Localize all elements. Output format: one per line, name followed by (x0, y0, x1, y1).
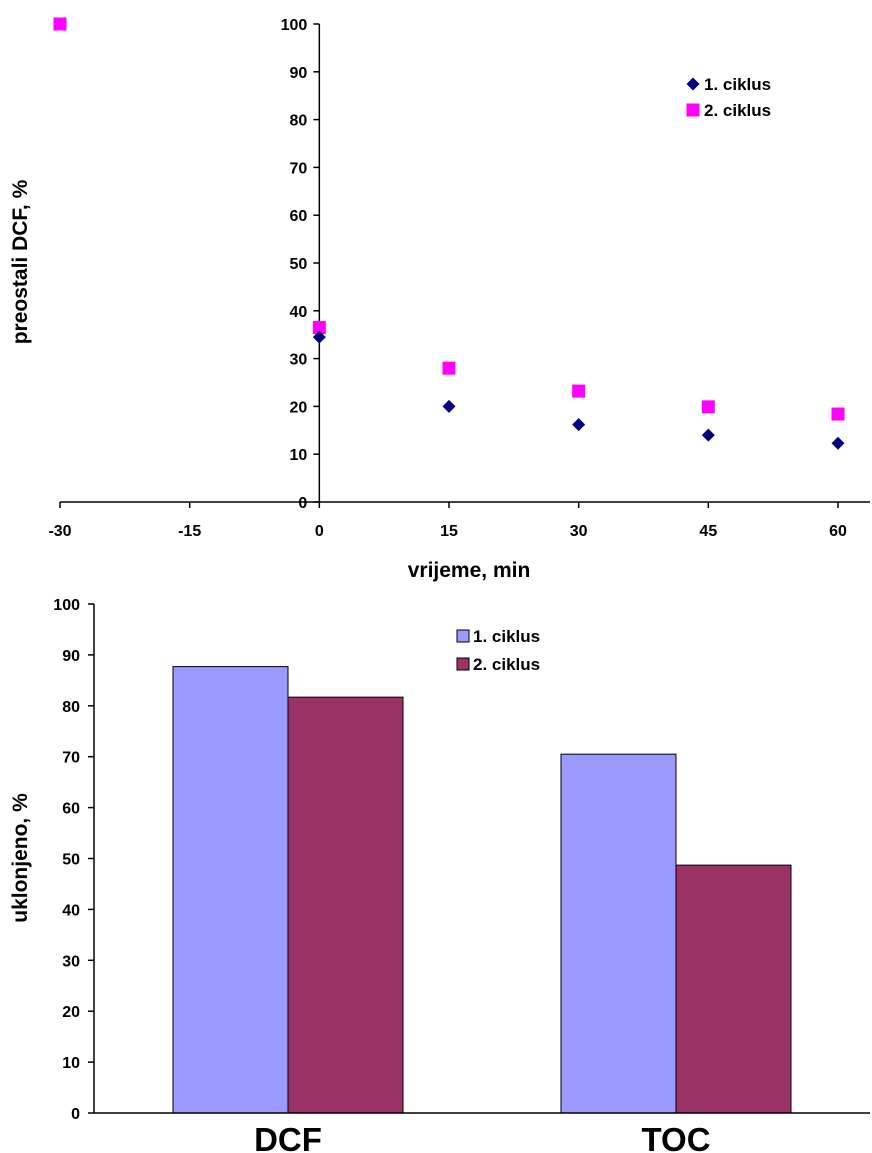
legend-label-series-2: 2. ciklus (473, 655, 540, 674)
bar-chart: DCF TOC 0 10 20 30 40 50 60 70 80 90 100 uklonjeno, … (9, 597, 870, 1153)
legend-label-series-1: 1. ciklus (473, 627, 540, 646)
scatter-x-tick-label: -15 (178, 523, 201, 540)
bar-y-tick-label: 90 (62, 648, 80, 665)
scatter-point-series-2 (831, 407, 845, 421)
scatter-y-tick-label: 40 (290, 304, 308, 321)
bar-legend: 1. ciklus 2. ciklus (456, 627, 540, 674)
scatter-y-tick-label: 20 (290, 399, 308, 416)
scatter-y-tick-label: 100 (281, 17, 308, 34)
bar-series (172, 666, 792, 1114)
legend-swatch-series-1 (456, 629, 470, 643)
scatter-y-tick-label: 70 (290, 160, 308, 177)
scatter-point-series-2 (701, 400, 715, 414)
bar-y-tick-label: 20 (62, 1004, 80, 1021)
bar-y-tick-label: 50 (62, 852, 80, 869)
scatter-x-tick-label: 60 (829, 523, 847, 540)
scatter-points (53, 17, 845, 450)
scatter-y-tick-label: 90 (290, 65, 308, 82)
scatter-y-tick-label: 30 (290, 352, 308, 369)
bar-tick-labels: DCF TOC 0 10 20 30 40 50 60 70 80 90 100 (53, 597, 710, 1153)
scatter-point-series-2 (312, 321, 326, 335)
bar-toc-series-2 (675, 864, 792, 1114)
scatter-chart: 0 10 20 30 40 50 60 70 80 90 100 -30 -15 0 15 30 45 60 vr… (9, 17, 870, 582)
scatter-legend: 1. ciklus 2. ciklus (686, 75, 771, 120)
bar-y-tick-label: 30 (62, 953, 80, 970)
bar-dcf-series-2 (287, 696, 404, 1114)
bar-category-label: DCF (254, 1121, 322, 1153)
bar-y-tick-label: 70 (62, 750, 80, 767)
scatter-y-tick-label: 60 (290, 208, 308, 225)
scatter-x-tick-label: 0 (315, 523, 324, 540)
bar-category-label: TOC (641, 1121, 710, 1153)
scatter-x-tick-label: 15 (440, 523, 458, 540)
scatter-point-series-1 (701, 428, 715, 442)
scatter-x-tick-label: 45 (699, 523, 717, 540)
bar-axes (88, 603, 870, 1114)
scatter-axes (59, 23, 870, 508)
scatter-point-series-1 (442, 399, 456, 413)
legend-label-series-1: 1. ciklus (704, 75, 771, 94)
scatter-y-tick-label: 80 (290, 113, 308, 130)
bar-toc-series-1 (560, 753, 677, 1114)
legend-marker-series-2 (686, 103, 700, 117)
bar-y-tick-label: 100 (53, 597, 80, 614)
scatter-tick-labels: 0 10 20 30 40 50 60 70 80 90 100 -30 -15 0 15 30 45 60 (48, 17, 847, 540)
scatter-x-tick-label: 30 (570, 523, 588, 540)
scatter-point-series-1 (312, 330, 326, 344)
bar-y-tick-label: 80 (62, 699, 80, 716)
scatter-point-series-1 (831, 436, 845, 450)
scatter-y-tick-label: 50 (290, 256, 308, 273)
bar-y-axis-label: uklonjeno, % (9, 793, 32, 923)
scatter-y-axis-label: preostali DCF, % (9, 179, 32, 344)
scatter-point-series-1 (572, 418, 586, 432)
legend-marker-series-1 (686, 77, 700, 91)
bar-y-tick-label: 60 (62, 801, 80, 818)
scatter-point-series-2 (442, 361, 456, 375)
legend-swatch-series-2 (456, 657, 470, 671)
scatter-y-tick-label: 10 (290, 447, 308, 464)
scatter-y-tick-label: 0 (298, 495, 307, 512)
scatter-x-axis-label: vrijeme, min (408, 559, 531, 582)
scatter-point-series-2 (53, 17, 67, 31)
scatter-point-series-2 (572, 384, 586, 398)
bar-y-tick-label: 40 (62, 902, 80, 919)
bar-dcf-series-1 (172, 666, 289, 1114)
bar-y-tick-label: 10 (62, 1055, 80, 1072)
bar-y-tick-label: 0 (71, 1106, 80, 1123)
legend-label-series-2: 2. ciklus (704, 101, 771, 120)
scatter-x-tick-label: -30 (48, 523, 71, 540)
